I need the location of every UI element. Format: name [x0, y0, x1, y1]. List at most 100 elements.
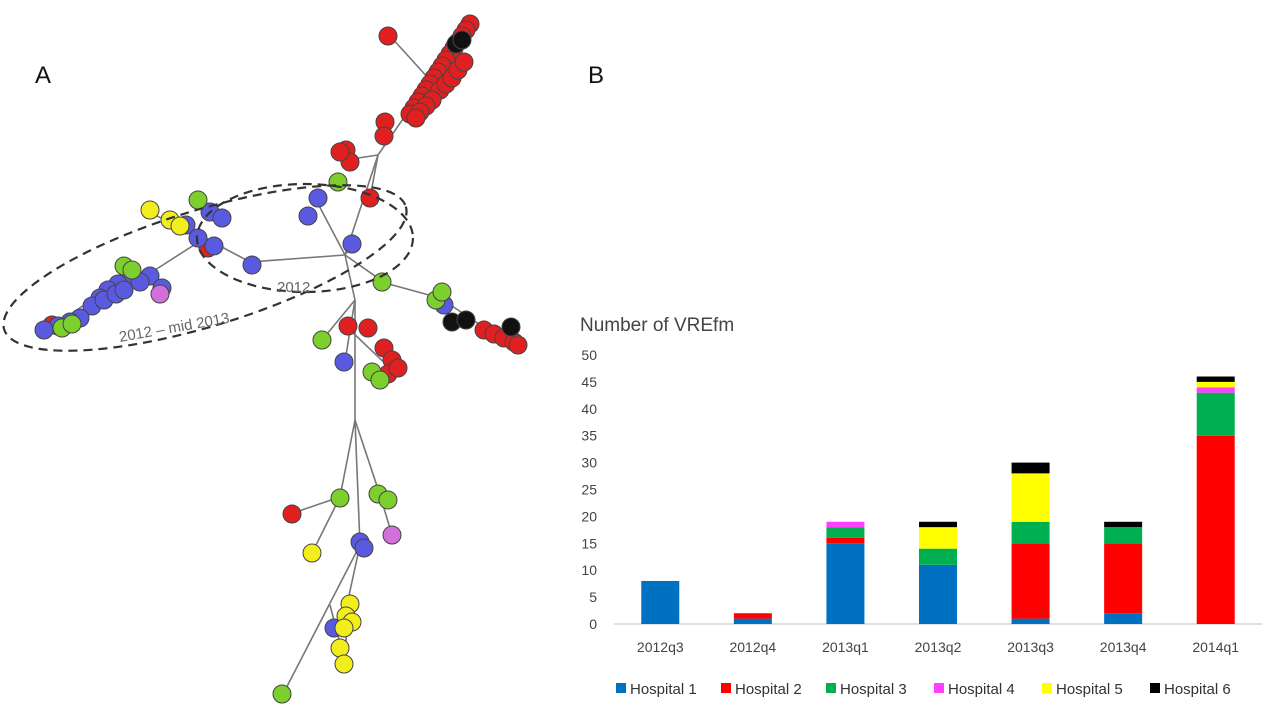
cluster-label-2012: 2012: [277, 279, 310, 296]
tree-branch: [311, 496, 341, 554]
tree-node: [378, 490, 398, 510]
cluster-label-2012-mid2013: 2012 – mid 2013: [118, 310, 231, 346]
y-axis: 0 5 10 15 20 25 30 35 40 45 50: [581, 347, 597, 632]
legend-swatch: [616, 683, 626, 693]
legend-label: Hospital 4: [948, 681, 1015, 698]
tree-node: [330, 638, 350, 658]
tree-branches: [59, 24, 516, 701]
legend: Hospital 1 Hospital 2 Hospital 3 Hospital 4…: [616, 681, 1231, 698]
tree-node: [508, 335, 528, 355]
tree-node: [170, 216, 190, 236]
tree-node: [334, 352, 354, 372]
tree-branch: [249, 254, 346, 263]
bar-segment: [641, 580, 680, 624]
bar-segment: [1011, 521, 1050, 544]
bar-segment: [1011, 462, 1050, 474]
bar-segment: [1011, 543, 1050, 619]
tree-node: [308, 188, 328, 208]
tree-node: [312, 330, 332, 350]
y-tick-label: 0: [589, 616, 597, 632]
tree-node: [114, 280, 134, 300]
x-tick-label: 2012q4: [729, 639, 776, 655]
panel-a-label: A: [35, 62, 52, 89]
bar-segment: [1011, 618, 1050, 624]
cluster-2012-mid2013-outline: [2, 184, 408, 352]
tree-node: [330, 142, 350, 162]
tree-node: [188, 190, 208, 210]
tree-node: [62, 314, 82, 334]
tree-node: [338, 316, 358, 336]
legend-label: Hospital 6: [1164, 681, 1231, 698]
bar-segment: [919, 548, 957, 565]
bar-segment: [1196, 392, 1235, 436]
legend-label: Hospital 1: [630, 681, 697, 698]
tree-nodes: [34, 14, 528, 704]
bar-segment: [1011, 473, 1050, 522]
x-tick-label: 2012q3: [637, 639, 684, 655]
x-tick-label: 2013q1: [822, 639, 869, 655]
x-tick-label: 2013q2: [915, 639, 962, 655]
tree-node: [406, 108, 426, 128]
bar-segment: [826, 521, 865, 528]
tree-node: [454, 52, 474, 72]
tree-branch: [344, 254, 356, 301]
tree-node: [328, 172, 348, 192]
y-tick-label: 50: [581, 347, 597, 363]
tree-branch: [279, 544, 361, 701]
tree-node: [374, 126, 394, 146]
tree-node: [150, 284, 170, 304]
tree-node: [378, 26, 398, 46]
tree-branch: [354, 419, 361, 546]
y-tick-label: 45: [581, 374, 597, 390]
tree-node: [330, 488, 350, 508]
x-tick-label: 2014q1: [1192, 639, 1239, 655]
tree-node: [302, 543, 322, 563]
cluster-2012-outline: [195, 182, 415, 294]
bars: [641, 376, 1235, 624]
tree-node: [388, 358, 408, 378]
tree-node: [242, 255, 262, 275]
tree-node: [334, 618, 354, 638]
bar-segment: [1104, 613, 1143, 624]
tree-node: [140, 200, 160, 220]
tree-node: [272, 684, 292, 704]
legend-swatch: [826, 683, 836, 693]
bar-segment: [826, 543, 865, 624]
tree-node: [122, 260, 142, 280]
bar-segment: [1196, 435, 1235, 624]
bar-segment: [733, 618, 772, 624]
y-tick-label: 10: [581, 562, 597, 578]
bar-segment: [919, 521, 957, 528]
y-tick-label: 5: [589, 589, 597, 605]
tree-node: [212, 208, 232, 228]
legend-swatch: [934, 683, 944, 693]
panel-b-label: B: [588, 62, 605, 89]
tree-node: [354, 538, 374, 558]
legend-swatch: [1042, 683, 1052, 693]
tree-node: [382, 525, 402, 545]
tree-node: [282, 504, 302, 524]
legend-label: Hospital 2: [735, 681, 802, 698]
tree-node: [370, 370, 390, 390]
bar-segment: [1196, 387, 1235, 393]
tree-node: [204, 236, 224, 256]
y-tick-label: 15: [581, 535, 597, 551]
y-tick-label: 25: [581, 482, 597, 498]
tree-node: [452, 30, 472, 50]
tree-branch: [354, 419, 381, 496]
tree-node: [34, 320, 54, 340]
phylogenetic-tree: 2012 2012 – mid 2013: [2, 14, 528, 704]
y-tick-label: 40: [581, 401, 597, 417]
x-tick-label: 2013q3: [1007, 639, 1054, 655]
bar-segment: [1104, 543, 1143, 614]
bar-segment: [1104, 521, 1143, 528]
bar-segment: [826, 537, 865, 544]
tree-node: [342, 234, 362, 254]
legend-swatch: [721, 683, 731, 693]
tree-branch: [389, 35, 431, 81]
x-tick-label: 2013q4: [1100, 639, 1147, 655]
bar-segment: [1196, 381, 1235, 388]
tree-node: [372, 272, 392, 292]
tree-node: [334, 654, 354, 674]
